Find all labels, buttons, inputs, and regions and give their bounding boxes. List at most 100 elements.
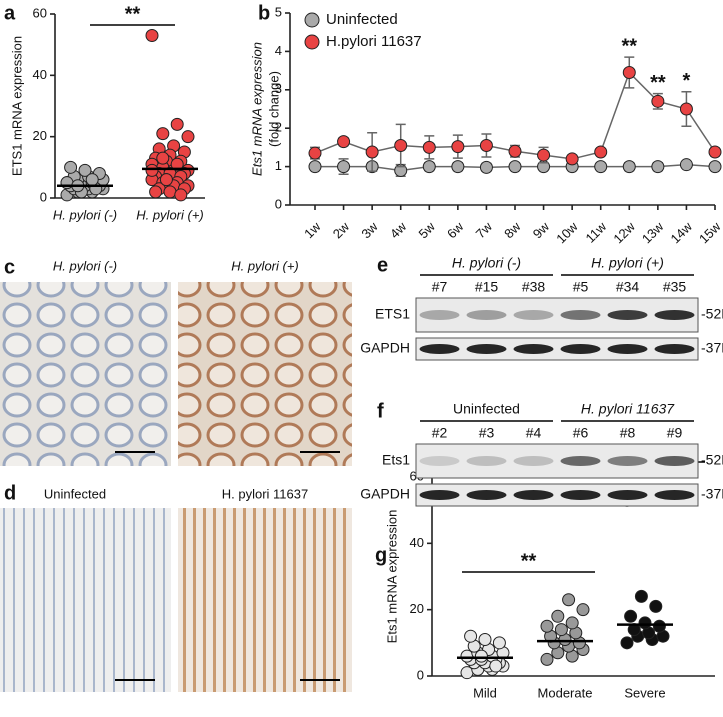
point: [551, 609, 565, 623]
panel-label: a: [4, 2, 16, 24]
size-label: -37KD: [701, 486, 723, 502]
legend-label: Uninfected: [326, 11, 398, 28]
x-tick-label: 10w: [553, 219, 581, 247]
y-tick-label: 3: [275, 81, 282, 96]
lane-label: #4: [526, 425, 542, 441]
point: [174, 188, 188, 202]
x-tick-label: 7w: [473, 219, 496, 242]
significance: **: [650, 72, 666, 94]
point: [622, 160, 636, 174]
point: [170, 157, 184, 171]
point: [78, 163, 92, 177]
point: [489, 659, 503, 673]
point: [159, 173, 173, 187]
x-tick-label: H. pylori (+): [136, 207, 204, 222]
panel-label: b: [258, 2, 270, 24]
band: [607, 310, 648, 320]
legend-marker: [304, 34, 320, 50]
point: [365, 145, 379, 159]
row-label: ETS1: [375, 306, 410, 322]
image-label: H. pylori 11637: [222, 486, 308, 501]
point: [145, 28, 159, 42]
band: [419, 490, 460, 500]
point: [308, 160, 322, 174]
point: [708, 160, 722, 174]
panel-label: c: [4, 256, 15, 278]
band: [513, 344, 554, 354]
legend-marker: [304, 12, 320, 28]
lane-label: #2: [432, 425, 448, 441]
y-tick-label: 60: [33, 5, 47, 20]
size-label: -52KD: [701, 452, 723, 468]
point: [652, 619, 666, 633]
ihc-image: [0, 282, 171, 466]
point: [145, 163, 159, 177]
x-tick-label: Mild: [473, 685, 497, 700]
x-tick-label: 5w: [415, 219, 438, 242]
band: [419, 456, 460, 466]
point: [478, 633, 492, 647]
band: [654, 344, 695, 354]
point: [422, 140, 436, 154]
significance: **: [621, 35, 637, 57]
x-tick-label: 15w: [696, 219, 723, 247]
group-label: H. pylori (-): [452, 255, 521, 271]
band: [513, 490, 554, 500]
point: [651, 94, 665, 108]
point: [562, 593, 576, 607]
band: [560, 490, 601, 500]
row-label: Ets1: [382, 452, 410, 468]
point: [422, 160, 436, 174]
group-label: Uninfected: [453, 401, 520, 417]
x-tick-label: 11w: [582, 219, 609, 246]
y-tick-label: 0: [40, 189, 47, 204]
band: [654, 490, 695, 500]
point: [156, 127, 170, 141]
significance: *: [683, 70, 691, 92]
y-axis-label: ETS1 mRNA expression: [9, 36, 24, 176]
band: [419, 310, 460, 320]
point: [464, 629, 478, 643]
lane-label: #8: [620, 425, 636, 441]
ihc-image: [0, 508, 171, 692]
image-label: H. pylori (+): [231, 258, 299, 273]
significance: **: [125, 3, 141, 25]
band: [607, 456, 648, 466]
lane-label: #15: [475, 279, 499, 295]
point: [492, 636, 506, 650]
point: [308, 146, 322, 160]
ihc-image: [178, 282, 352, 466]
point: [594, 160, 608, 174]
point: [576, 603, 590, 617]
point: [540, 652, 554, 666]
point: [540, 619, 554, 633]
x-tick-label: 3w: [358, 219, 381, 242]
panel-label: g: [375, 544, 387, 566]
y-tick-label: 1: [275, 158, 282, 173]
image-label: H. pylori (-): [53, 258, 117, 273]
lane-label: #35: [663, 279, 687, 295]
point: [64, 160, 78, 174]
group-label: H. pylori 11637: [581, 401, 675, 417]
lane-label: #6: [573, 425, 589, 441]
point: [638, 616, 652, 630]
legend-label: H.pylori 11637: [326, 33, 422, 50]
blot: [415, 297, 699, 333]
point: [474, 649, 488, 663]
band: [560, 310, 601, 320]
point: [451, 160, 465, 174]
lane-label: #9: [667, 425, 683, 441]
band: [654, 310, 695, 320]
band: [466, 490, 507, 500]
point: [163, 185, 177, 199]
point: [85, 173, 99, 187]
size-label: -37KD: [701, 340, 723, 356]
x-tick-label: 1w: [301, 219, 324, 242]
point: [649, 599, 663, 613]
y-axis-label: Ets1 mRNA expression: [249, 42, 264, 176]
row-label: GAPDH: [360, 486, 410, 502]
y-axis-label: (fold change): [266, 71, 281, 147]
size-label: -52KD: [701, 306, 723, 322]
band: [513, 456, 554, 466]
y-tick-label: 40: [410, 535, 424, 550]
